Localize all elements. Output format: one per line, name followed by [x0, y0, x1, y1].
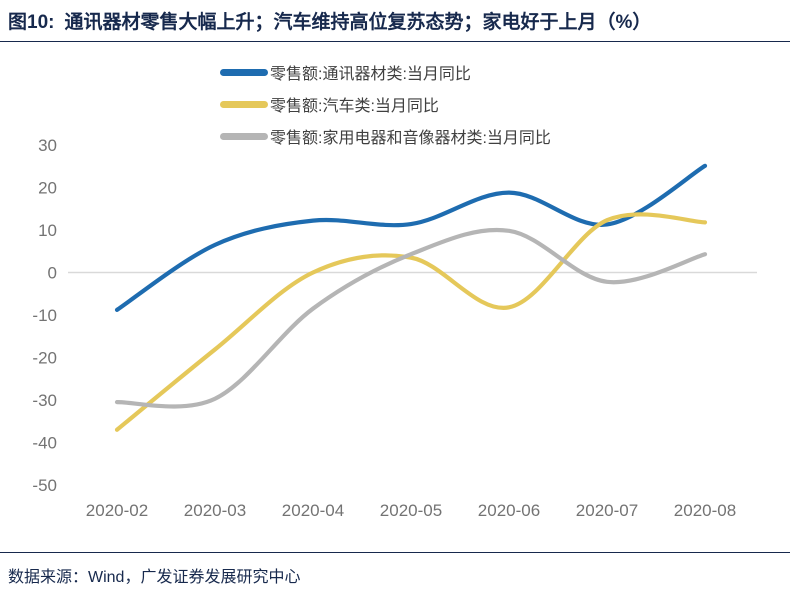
- series-line-autos: [114, 212, 708, 432]
- y-axis-tick-label: 20: [38, 179, 57, 198]
- y-axis-tick-label: 10: [38, 221, 57, 240]
- x-axis-tick-label: 2020-02: [86, 501, 148, 520]
- y-axis-tick-label: -50: [32, 476, 57, 495]
- y-axis-tick-label: -20: [32, 349, 57, 368]
- x-axis-tick-label: 2020-05: [380, 501, 442, 520]
- legend-label: 零售额:家用电器和音像器材类:当月同比: [270, 130, 551, 147]
- y-axis-tick-label: 0: [48, 264, 57, 283]
- x-axis-tick-label: 2020-08: [674, 501, 736, 520]
- legend-label: 零售额:汽车类:当月同比: [270, 98, 439, 115]
- x-axis-tick-label: 2020-07: [576, 501, 638, 520]
- series-line-communications-equipment: [114, 163, 708, 312]
- legend-swatch-yellow: [220, 100, 268, 108]
- legend-swatch-blue: [220, 68, 268, 76]
- legend-item-communications: 零售额:通讯器材类:当月同比: [220, 56, 551, 88]
- legend-swatch-gray: [220, 132, 268, 140]
- x-axis-tick-label: 2020-03: [184, 501, 246, 520]
- x-axis-tick-label: 2020-04: [282, 501, 344, 520]
- data-source-text: 数据来源：Wind，广发证券发展研究中心: [8, 569, 301, 586]
- series-line-home-appliances: [114, 227, 708, 409]
- y-axis-tick-label: -40: [32, 434, 57, 453]
- figure-number: 图10:: [8, 12, 55, 33]
- figure-title: 通讯器材零售大幅上升；汽车维持高位复苏态势；家电好于上月（%）: [64, 12, 652, 33]
- y-axis-tick-label: 30: [38, 136, 57, 155]
- figure-header: 图10: 通讯器材零售大幅上升；汽车维持高位复苏态势；家电好于上月（%）: [0, 0, 790, 42]
- chart-legend: 零售额:通讯器材类:当月同比 零售额:汽车类:当月同比 零售额:家用电器和音像器…: [220, 56, 551, 152]
- legend-item-autos: 零售额:汽车类:当月同比: [220, 88, 551, 120]
- legend-label: 零售额:通讯器材类:当月同比: [270, 66, 471, 83]
- legend-item-appliances: 零售额:家用电器和音像器材类:当月同比: [220, 120, 551, 152]
- y-axis-tick-label: -10: [32, 306, 57, 325]
- y-axis-tick-label: -30: [32, 391, 57, 410]
- x-axis-tick-label: 2020-06: [478, 501, 540, 520]
- figure-footer: 数据来源：Wind，广发证券发展研究中心: [0, 552, 790, 596]
